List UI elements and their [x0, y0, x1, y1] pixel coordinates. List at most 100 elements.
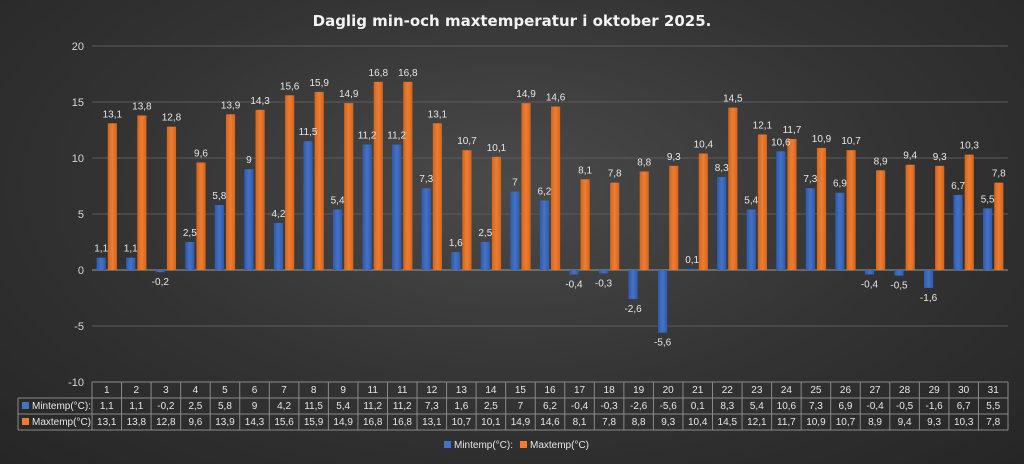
- table-cell-max: 10,1: [481, 417, 501, 428]
- table-legend-key: [22, 418, 29, 425]
- table-cell-min: -0,3: [600, 401, 618, 412]
- data-label: 7,3: [419, 174, 433, 185]
- data-label: 10,1: [487, 143, 507, 154]
- y-tick-label: 20: [72, 41, 84, 53]
- x-tick-label: 6: [252, 385, 258, 396]
- data-label: 14,9: [516, 89, 536, 100]
- data-label: 14,9: [339, 89, 359, 100]
- x-tick-label: 21: [692, 385, 704, 396]
- data-label: 7,8: [992, 169, 1006, 180]
- data-label: 6,7: [951, 181, 965, 192]
- x-tick-label: 18: [604, 385, 616, 396]
- bar-max: [757, 134, 767, 270]
- data-label: -0,5: [890, 281, 908, 292]
- bar-max: [610, 182, 620, 270]
- table-cell-max: 10,7: [452, 417, 472, 428]
- table-cell-min: -5,6: [660, 401, 678, 412]
- y-tick-label: 15: [72, 97, 84, 109]
- bar-max: [580, 179, 590, 270]
- bar-max: [846, 150, 856, 270]
- data-label: 6,2: [537, 187, 551, 198]
- table-cell-min: 6,7: [957, 401, 971, 412]
- table-cell-max: 8,9: [868, 417, 882, 428]
- table-cell-min: 0,1: [691, 401, 705, 412]
- x-tick-label: 14: [485, 385, 497, 396]
- y-tick-label: 0: [78, 265, 84, 277]
- x-tick-label: 12: [426, 385, 438, 396]
- bar-min: [953, 194, 963, 270]
- table-cell-min: 7,3: [425, 401, 439, 412]
- data-label: 12,1: [753, 120, 773, 131]
- data-label: 16,8: [398, 68, 418, 79]
- table-cell-min: -0,2: [157, 401, 175, 412]
- data-label: 14,3: [250, 96, 270, 107]
- bar-max: [816, 147, 827, 270]
- bar-max: [551, 106, 561, 270]
- x-tick-label: 13: [456, 385, 468, 396]
- data-label: 8,1: [578, 165, 592, 176]
- data-label: 13,8: [132, 101, 152, 112]
- table-cell-max: 9,4: [898, 417, 912, 428]
- data-label: 9,3: [933, 152, 947, 163]
- bar-min: [569, 270, 579, 275]
- data-label: 2,5: [183, 228, 197, 239]
- bar-min: [303, 141, 313, 270]
- bar-min: [480, 242, 490, 270]
- bar-max: [698, 153, 708, 270]
- table-cell-min: 1,6: [454, 401, 468, 412]
- table-cell-max: 16,8: [363, 417, 383, 428]
- bar-min: [333, 209, 343, 270]
- table-cell-min: 5,4: [750, 401, 764, 412]
- bar-min: [598, 270, 609, 274]
- table-cell-min: 6,2: [543, 401, 557, 412]
- chart-title: Daglig min-och maxtemperatur i oktober 2…: [313, 12, 712, 30]
- bars: [96, 81, 1004, 333]
- bar-min: [510, 191, 520, 270]
- data-label: 4,2: [272, 209, 286, 220]
- table-cell-min: 4,2: [277, 401, 291, 412]
- bar-max: [462, 150, 472, 270]
- table-cell-min: 5,5: [986, 401, 1000, 412]
- x-tick-label: 20: [663, 385, 675, 396]
- bar-max: [669, 165, 679, 270]
- table-row-label: Mintemp(°C):: [32, 401, 91, 412]
- x-tick-label: 27: [869, 385, 881, 396]
- data-label: 14,6: [546, 92, 566, 103]
- bar-max: [314, 91, 324, 270]
- data-label: 13,1: [103, 109, 123, 120]
- bar-min: [392, 144, 402, 270]
- data-label: 10,7: [841, 136, 861, 147]
- bar-max: [344, 103, 354, 271]
- bar-min: [244, 169, 254, 270]
- data-label: 2,5: [478, 228, 492, 239]
- bar-min: [687, 268, 697, 270]
- y-axis: -10 -5 0 5 10 15 20: [68, 41, 84, 389]
- data-label: 8,8: [637, 157, 651, 168]
- bar-min: [776, 151, 786, 270]
- data-label: -1,6: [920, 293, 938, 304]
- table-cell-min: 2,5: [484, 401, 498, 412]
- data-label: 9,3: [667, 152, 681, 163]
- table-cell-min: -1,6: [926, 401, 944, 412]
- table-cell-max: 15,9: [304, 417, 324, 428]
- table-cell-max: 10,4: [688, 417, 708, 428]
- x-tick-label: 26: [840, 385, 852, 396]
- data-table: 1 1,1 13,1 2 1,1 13,8 3 -0,2 12,8 4 2,5 9,6 5 5,8 13,9…: [17, 381, 1009, 431]
- table-cell-min: 10,6: [777, 401, 797, 412]
- table-cell-max: 16,8: [393, 417, 413, 428]
- bar-max: [521, 103, 531, 271]
- bar-max: [787, 138, 797, 270]
- data-label: 9: [246, 155, 252, 166]
- table-cell-max: 13,1: [422, 417, 442, 428]
- table-cell-max: 9,3: [661, 417, 675, 428]
- data-label: -0,4: [861, 279, 879, 290]
- data-label: 0,1: [685, 255, 699, 266]
- bar-min: [658, 270, 668, 333]
- x-tick-label: 11: [397, 385, 408, 396]
- bar-max: [728, 107, 738, 270]
- table-cell-min: 8,3: [720, 401, 734, 412]
- table-cell-max: 9,3: [927, 417, 941, 428]
- x-tick-label: 23: [751, 385, 763, 396]
- bar-min: [155, 270, 165, 273]
- bar-max: [491, 156, 502, 270]
